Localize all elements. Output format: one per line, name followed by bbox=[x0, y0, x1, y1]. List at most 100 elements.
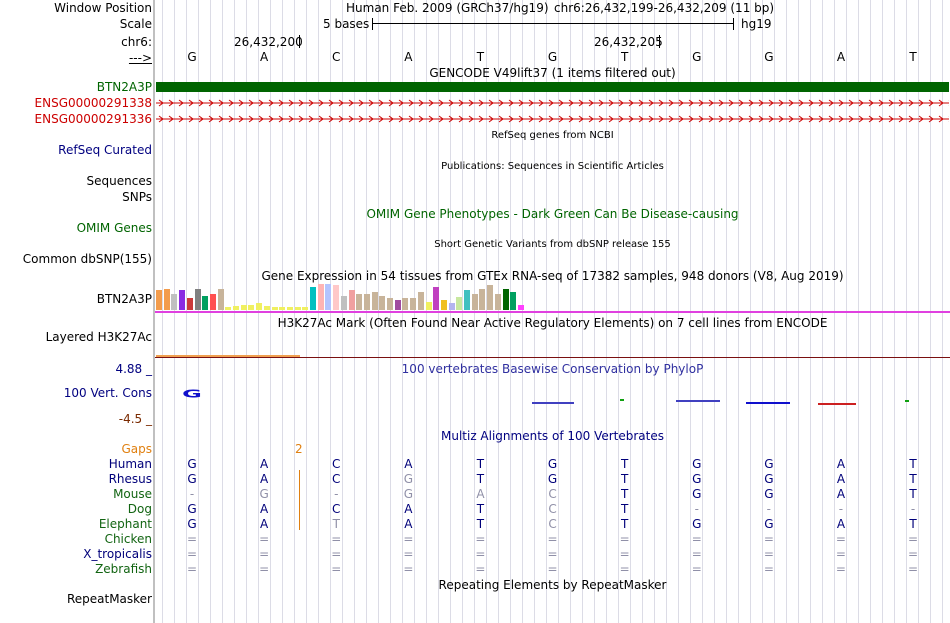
gtex-tissue-bar[interactable] bbox=[517, 305, 524, 310]
phylop-bar-3 bbox=[676, 400, 720, 402]
omim-track-title[interactable]: OMIM Gene Phenotypes - Dark Green Can Be… bbox=[366, 207, 739, 221]
repeatmasker-track-title[interactable]: Repeating Elements by RepeatMasker bbox=[438, 578, 667, 592]
refseq-track-title[interactable]: RefSeq genes from NCBI bbox=[491, 130, 614, 141]
multiz-track-title[interactable]: Multiz Alignments of 100 Vertebrates bbox=[440, 429, 665, 443]
alignment-base: C bbox=[548, 487, 557, 501]
alignment-base: = bbox=[691, 547, 702, 561]
species-label-zebrafish[interactable]: Zebrafish bbox=[95, 562, 152, 576]
ensg00000291338-transcript[interactable] bbox=[156, 98, 949, 108]
gtex-tissue-bar[interactable] bbox=[279, 307, 286, 310]
gtex-tissue-bar[interactable] bbox=[417, 292, 424, 310]
alignment-base: T bbox=[909, 487, 917, 501]
gtex-tissue-bar[interactable] bbox=[240, 305, 247, 310]
alignment-base: = bbox=[187, 532, 198, 546]
gtex-tissue-bar[interactable] bbox=[171, 294, 178, 310]
gtex-tissue-bar[interactable] bbox=[225, 307, 232, 310]
gtex-tissue-bar[interactable] bbox=[186, 298, 193, 310]
gtex-tissue-bar[interactable] bbox=[317, 284, 324, 310]
alignment-base: = bbox=[835, 562, 846, 576]
gtex-tissue-bar[interactable] bbox=[387, 298, 393, 310]
alignment-base: T bbox=[476, 457, 485, 471]
gtex-tissue-bar[interactable] bbox=[487, 285, 494, 310]
species-label-elephant[interactable]: Elephant bbox=[98, 517, 152, 531]
alignment-base: C bbox=[332, 457, 341, 471]
alignment-base: G bbox=[764, 472, 774, 486]
reference-base: G bbox=[764, 50, 774, 64]
phylop-track-label[interactable]: 100 Vert. Cons bbox=[63, 386, 152, 400]
gtex-tissue-bar[interactable] bbox=[217, 289, 224, 310]
ensg00000291336-transcript[interactable] bbox=[156, 114, 949, 124]
gtex-tissue-bar[interactable] bbox=[464, 290, 470, 310]
gtex-tissue-bar[interactable] bbox=[256, 303, 263, 310]
species-label-dog[interactable]: Dog bbox=[127, 502, 152, 516]
layered-h3k27ac-label[interactable]: Layered H3K27Ac bbox=[45, 330, 152, 344]
gtex-tissue-bar[interactable] bbox=[233, 306, 239, 310]
gtex-tissue-bar[interactable] bbox=[179, 290, 186, 310]
alignment-base: A bbox=[836, 472, 846, 486]
gtex-tissue-bar[interactable] bbox=[394, 300, 401, 310]
repeatmasker-label[interactable]: RepeatMasker bbox=[66, 592, 152, 606]
ensg00000291338-label[interactable]: ENSG00000291338 bbox=[34, 96, 152, 110]
gtex-tissue-bar[interactable] bbox=[302, 307, 309, 310]
gtex-tissue-bar[interactable] bbox=[425, 302, 432, 310]
gtex-track-title[interactable]: Gene Expression in 54 tissues from GTEx … bbox=[261, 269, 844, 283]
gtex-tissue-bar[interactable] bbox=[163, 289, 170, 310]
gtex-tissue-bar[interactable] bbox=[340, 296, 347, 310]
gtex-tissue-bar[interactable] bbox=[402, 298, 409, 310]
sequences-label[interactable]: Sequences bbox=[86, 174, 152, 188]
gtex-tissue-bar[interactable] bbox=[356, 294, 363, 310]
species-label-x-tropicalis[interactable]: X_tropicalis bbox=[83, 547, 152, 561]
gtex-tissue-bar[interactable] bbox=[348, 290, 355, 310]
gtex-tissue-bar[interactable] bbox=[494, 294, 501, 310]
phylop-track-title[interactable]: 100 vertebrates Basewise Conservation by… bbox=[401, 362, 704, 376]
gtex-tissue-bar[interactable] bbox=[433, 287, 440, 310]
gencode-gene-label[interactable]: BTN2A3P bbox=[96, 80, 152, 94]
gtex-tissue-bar[interactable] bbox=[194, 289, 201, 310]
gtex-gene-label[interactable]: BTN2A3P bbox=[96, 292, 152, 306]
gtex-tissue-bar[interactable] bbox=[248, 305, 255, 310]
gtex-tissue-bar[interactable] bbox=[448, 303, 455, 310]
gtex-tissue-bar[interactable] bbox=[471, 294, 478, 310]
alignment-base: T bbox=[476, 502, 485, 516]
snps-label[interactable]: SNPs bbox=[122, 190, 152, 204]
gtex-tissue-bar[interactable] bbox=[202, 296, 209, 310]
common-dbsnp-label[interactable]: Common dbSNP(155) bbox=[22, 252, 152, 266]
omim-genes-label[interactable]: OMIM Genes bbox=[76, 221, 152, 235]
gtex-tissue-bar[interactable] bbox=[310, 287, 316, 310]
alignment-base: - bbox=[766, 502, 772, 516]
gtex-tissue-bar[interactable] bbox=[440, 300, 447, 310]
species-label-chicken[interactable]: Chicken bbox=[104, 532, 152, 546]
gtex-tissue-bar[interactable] bbox=[371, 292, 378, 310]
strand-arrow-label[interactable]: ---> bbox=[129, 51, 152, 65]
refseq-curated-label[interactable]: RefSeq Curated bbox=[58, 143, 152, 157]
gtex-tissue-bar[interactable] bbox=[209, 294, 216, 310]
alignment-base: = bbox=[259, 532, 270, 546]
gtex-tissue-bar[interactable] bbox=[479, 289, 486, 310]
gtex-tissue-bar[interactable] bbox=[410, 298, 417, 310]
gtex-tissue-bar[interactable] bbox=[363, 294, 370, 310]
gtex-tissue-bar[interactable] bbox=[456, 297, 463, 310]
alignment-base: T bbox=[909, 472, 917, 486]
dbsnp-track-title[interactable]: Short Genetic Variants from dbSNP releas… bbox=[434, 239, 671, 250]
species-label-rhesus[interactable]: Rhesus bbox=[108, 472, 152, 486]
gtex-tissue-bar[interactable] bbox=[156, 290, 162, 310]
gaps-label[interactable]: Gaps bbox=[121, 442, 152, 456]
species-label-mouse[interactable]: Mouse bbox=[113, 487, 152, 501]
btn2a3p-gene-bar[interactable] bbox=[156, 82, 949, 92]
gtex-tissue-bar[interactable] bbox=[502, 289, 509, 310]
strand-arrow-link[interactable]: ---> bbox=[128, 51, 152, 65]
ensg00000291336-label[interactable]: ENSG00000291336 bbox=[34, 112, 152, 126]
gtex-tissue-bar[interactable] bbox=[379, 296, 386, 310]
gtex-tissue-bar[interactable] bbox=[333, 285, 340, 310]
gtex-tissue-bar[interactable] bbox=[294, 307, 301, 310]
gtex-tissue-bar[interactable] bbox=[510, 292, 517, 310]
gtex-tissue-bar[interactable] bbox=[271, 307, 278, 310]
publications-track-title[interactable]: Publications: Sequences in Scientific Ar… bbox=[441, 161, 664, 172]
gtex-tissue-bar[interactable] bbox=[325, 284, 332, 310]
gtex-tissue-bar[interactable] bbox=[286, 307, 293, 310]
gtex-tissue-bar[interactable] bbox=[263, 306, 270, 310]
gencode-track-title[interactable]: GENCODE V49lift37 (1 items filtered out) bbox=[429, 66, 676, 80]
h3k27ac-track-title[interactable]: H3K27Ac Mark (Often Found Near Active Re… bbox=[277, 316, 828, 330]
species-label-human[interactable]: Human bbox=[108, 457, 152, 471]
